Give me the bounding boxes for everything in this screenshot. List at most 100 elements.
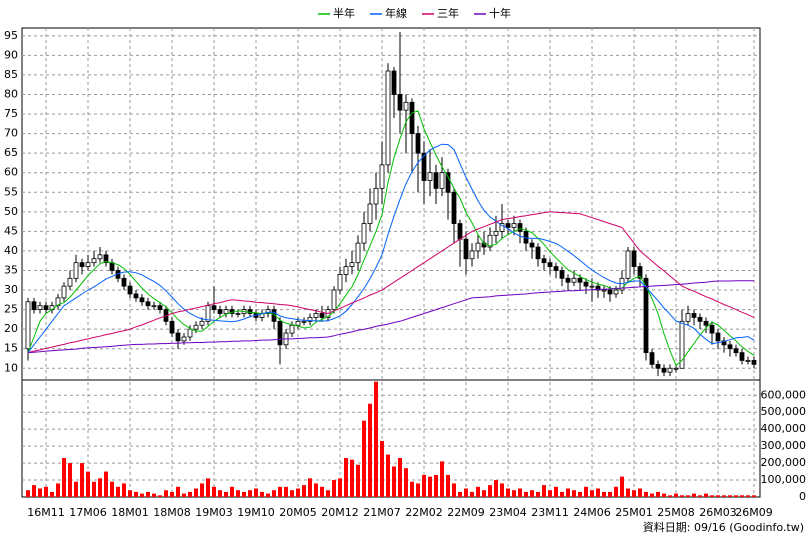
candle-body bbox=[235, 313, 241, 315]
volume-bar bbox=[440, 461, 444, 497]
candle-body bbox=[553, 266, 559, 271]
candle-body bbox=[295, 320, 301, 326]
candle-body bbox=[397, 94, 403, 111]
x-tick-label: 26M09 bbox=[735, 506, 773, 519]
candle-body bbox=[709, 324, 715, 334]
candle-body bbox=[97, 254, 103, 260]
candle-body bbox=[25, 301, 31, 350]
y2-tick-label: 400,000 bbox=[761, 422, 807, 435]
volume-bar bbox=[434, 474, 438, 497]
y-tick-label: 70 bbox=[4, 127, 18, 140]
candle-body bbox=[631, 250, 637, 267]
candle-body bbox=[199, 320, 205, 326]
volume-bar bbox=[704, 493, 708, 497]
candle-body bbox=[661, 367, 667, 373]
x-tick-label: 18M01 bbox=[111, 506, 149, 519]
candle-body bbox=[43, 305, 49, 311]
volume-bar bbox=[266, 493, 270, 497]
y-tick-label: 30 bbox=[4, 283, 18, 296]
volume-bar bbox=[530, 490, 534, 497]
legend-label: 年線 bbox=[385, 6, 407, 20]
ma-line bbox=[27, 280, 754, 354]
candle-body bbox=[79, 262, 85, 267]
candle-body bbox=[469, 250, 475, 260]
candle-body bbox=[85, 262, 91, 267]
candle-body bbox=[589, 285, 595, 288]
candle-body bbox=[187, 328, 193, 338]
candle-body bbox=[343, 266, 349, 275]
candle-body bbox=[415, 133, 421, 154]
x-tick-label: 22M09 bbox=[447, 506, 485, 519]
volume-bar bbox=[320, 486, 324, 497]
x-tick-label: 18M08 bbox=[153, 506, 191, 519]
y2-tick-label: 100,000 bbox=[761, 473, 807, 486]
y-tick-label: 60 bbox=[4, 166, 18, 179]
volume-bar bbox=[650, 493, 654, 497]
volume-bar bbox=[620, 476, 624, 497]
x-tick-label: 24M06 bbox=[573, 506, 611, 519]
volume-bar bbox=[212, 486, 216, 497]
volume-bar bbox=[32, 485, 36, 497]
volume-bar bbox=[656, 491, 660, 497]
y-tick-label: 55 bbox=[4, 185, 18, 198]
candle-body bbox=[739, 352, 745, 361]
volume-bar bbox=[416, 483, 420, 497]
volume-bar bbox=[482, 490, 486, 497]
candle-body bbox=[511, 223, 517, 228]
y-tick-label: 35 bbox=[4, 263, 18, 276]
y-tick-label: 45 bbox=[4, 224, 18, 237]
volume-bar bbox=[590, 490, 594, 497]
candle-body bbox=[751, 360, 757, 365]
volume-bar bbox=[26, 490, 30, 497]
candle-body bbox=[493, 230, 499, 236]
candle-body bbox=[367, 203, 373, 224]
volume-bar bbox=[500, 483, 504, 497]
x-tick-label: 25M08 bbox=[657, 506, 695, 519]
volume-bar bbox=[242, 491, 246, 497]
volume-bar bbox=[710, 495, 714, 497]
candle-body bbox=[319, 313, 325, 318]
volume-bar bbox=[698, 495, 702, 497]
volume-bar bbox=[404, 468, 408, 497]
candle-body bbox=[205, 305, 211, 322]
volume-bar bbox=[728, 495, 732, 497]
volume-bar bbox=[326, 490, 330, 497]
volume-bar bbox=[158, 495, 162, 497]
volume-bar bbox=[380, 441, 384, 497]
ma-line bbox=[27, 143, 755, 353]
volume-bar bbox=[116, 486, 120, 497]
volume-bar bbox=[716, 495, 720, 497]
candle-body bbox=[679, 320, 685, 369]
volume-bar bbox=[578, 491, 582, 497]
volume-bar bbox=[236, 490, 240, 497]
candle-body bbox=[157, 305, 163, 311]
candle-body bbox=[169, 320, 175, 334]
candle-body bbox=[655, 363, 661, 369]
volume-bar bbox=[296, 488, 300, 497]
y2-tick-label: 200,000 bbox=[761, 456, 807, 469]
volume-bar bbox=[488, 485, 492, 497]
candle-body bbox=[667, 367, 673, 373]
volume-bar bbox=[548, 490, 552, 497]
volume-bar bbox=[494, 480, 498, 497]
candle-body bbox=[307, 317, 313, 322]
x-tick-label: 25M01 bbox=[615, 506, 653, 519]
volume-bar bbox=[224, 491, 228, 497]
candle-body bbox=[727, 344, 733, 350]
volume-bar bbox=[314, 483, 318, 497]
candle-body bbox=[391, 70, 397, 95]
volume-bar bbox=[134, 491, 138, 497]
volume-bar bbox=[260, 491, 264, 497]
volume-bar bbox=[278, 486, 282, 497]
candle-body bbox=[55, 297, 61, 307]
volume-bar bbox=[338, 478, 342, 497]
volume-bar bbox=[722, 495, 726, 497]
legend-label: 半年 bbox=[333, 6, 355, 20]
volume-bar bbox=[308, 478, 312, 497]
candle-body bbox=[559, 270, 565, 279]
volume-bar bbox=[512, 490, 516, 497]
volume-bar bbox=[392, 466, 396, 497]
volume-bar bbox=[368, 403, 372, 497]
candle-body bbox=[103, 254, 109, 264]
